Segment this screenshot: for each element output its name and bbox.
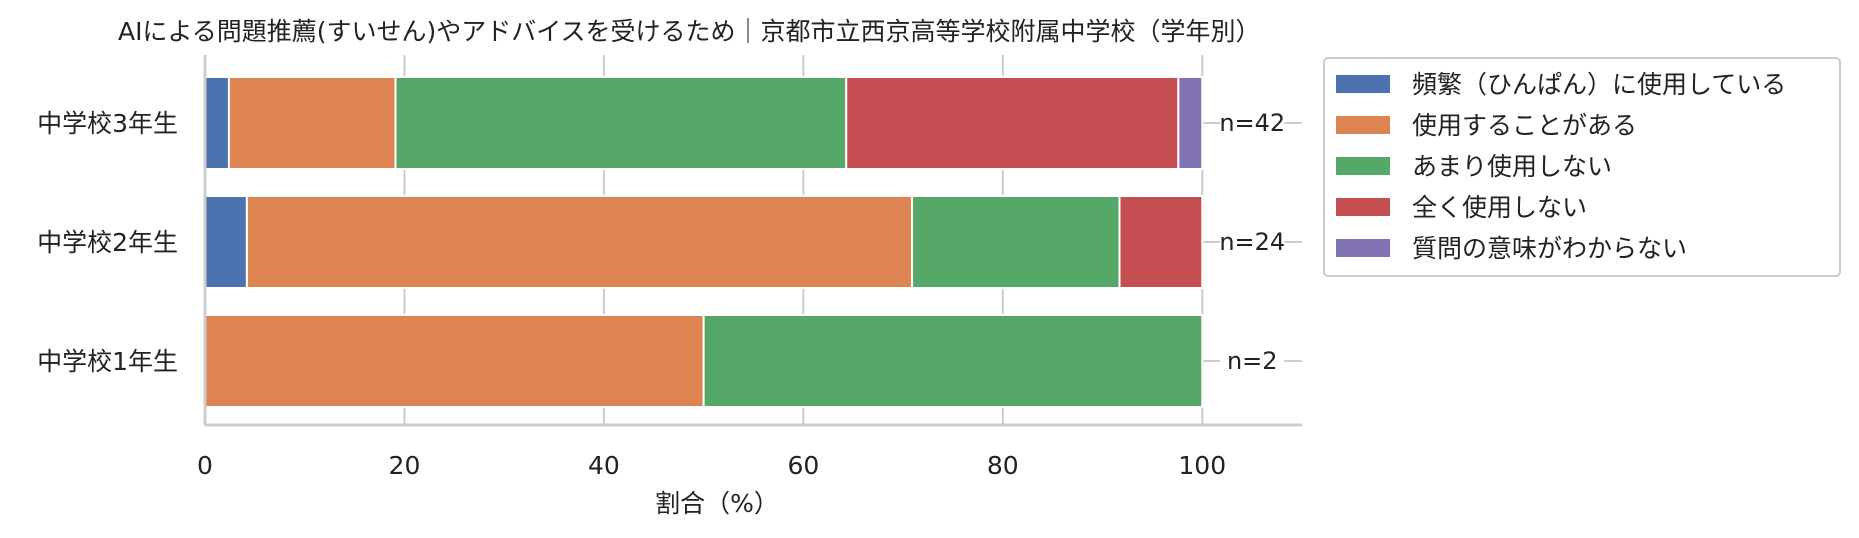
- n-label: n=42: [1219, 109, 1285, 137]
- legend-swatch: [1336, 75, 1390, 93]
- legend-swatch: [1336, 116, 1390, 134]
- bar-segment: [1118, 195, 1204, 289]
- axes: 中学校3年生 n=42 中学校2年生 n=24 中学校1年生 n=2 0 20 40 60 80 10…: [37, 55, 1302, 480]
- legend-frame: [1323, 57, 1841, 277]
- bars: [204, 76, 1204, 408]
- legend-swatch: [1336, 198, 1390, 216]
- bar-segment: [204, 314, 705, 408]
- bar-segment: [394, 76, 848, 170]
- legend-label: 頻繁（ひんぱん）に使用している: [1412, 70, 1786, 99]
- legend-label: あまり使用しない: [1412, 152, 1612, 181]
- bar-segment: [845, 76, 1180, 170]
- legend-swatch: [1336, 239, 1390, 257]
- n-label-background: [1220, 347, 1285, 375]
- bar-segment: [204, 76, 230, 170]
- legend: 頻繁（ひんぱん）に使用している使用することがあるあまり使用しない全く使用しない質…: [1323, 57, 1841, 277]
- chart-title: AIによる問題推薦(すいせん)やアドバイスを受けるため｜京都市立西京高等学校附属…: [118, 17, 1261, 46]
- n-label: n=2: [1227, 347, 1278, 375]
- x-axis-label: 割合（%）: [655, 489, 779, 518]
- x-tick-label: 40: [588, 451, 620, 480]
- bar-segment: [204, 195, 248, 289]
- bar-segment: [227, 76, 397, 170]
- legend-label: 質問の意味がわからない: [1412, 234, 1687, 263]
- legend-label: 使用することがある: [1412, 111, 1637, 140]
- x-tick-label: 100: [1178, 451, 1226, 480]
- x-tick-label: 0: [197, 451, 213, 480]
- x-tick-label: 60: [787, 451, 819, 480]
- category-label: 中学校2年生: [37, 228, 178, 257]
- n-label-background: [1220, 228, 1285, 256]
- bar-segment: [1177, 76, 1204, 170]
- category-label: 中学校1年生: [37, 347, 178, 376]
- x-tick-label: 20: [389, 451, 421, 480]
- x-tick-label: 80: [987, 451, 1019, 480]
- bar-segment: [911, 195, 1121, 289]
- n-label-background: [1220, 109, 1285, 137]
- bar-segment: [245, 195, 914, 289]
- bar-segment: [702, 314, 1204, 408]
- legend-label: 全く使用しない: [1412, 193, 1587, 222]
- category-label: 中学校3年生: [37, 109, 178, 138]
- n-label: n=24: [1219, 228, 1285, 256]
- legend-swatch: [1336, 157, 1390, 175]
